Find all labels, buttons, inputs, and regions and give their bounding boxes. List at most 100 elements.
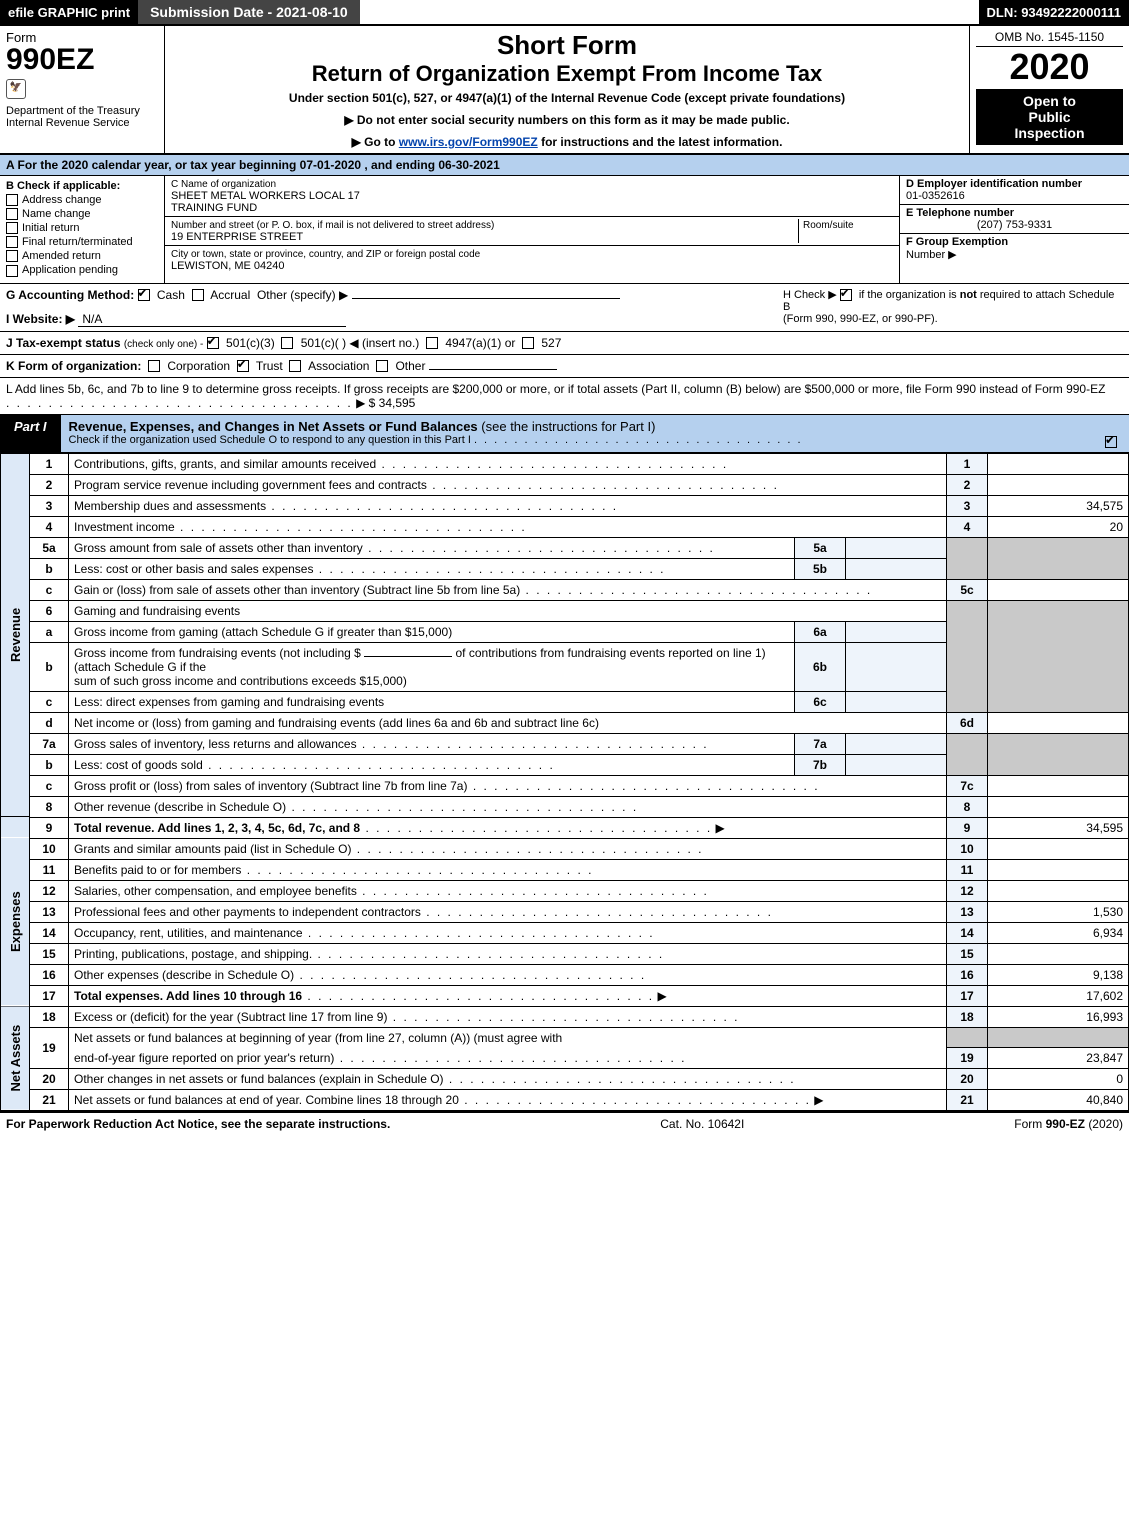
d-ein-label: D Employer identification number — [906, 178, 1082, 190]
line-desc: Salaries, other compensation, and employ… — [69, 880, 947, 901]
j-4947-checkbox[interactable] — [426, 337, 438, 349]
line-val — [988, 712, 1129, 733]
line-desc: Gross sales of inventory, less returns a… — [69, 733, 795, 754]
line-subnum: 7b — [795, 754, 846, 775]
g-other-input[interactable] — [352, 298, 620, 299]
check-final-label: Final return/terminated — [22, 236, 133, 248]
g-cash-checkbox[interactable] — [138, 289, 150, 301]
check-final-return[interactable]: Final return/terminated — [6, 236, 158, 248]
l6b-d1: Gross income from fundraising events (no… — [74, 646, 361, 660]
form-number: 990EZ — [6, 45, 158, 75]
line-rnum: 17 — [947, 985, 988, 1006]
line-num: 8 — [30, 796, 69, 817]
j-501c-checkbox[interactable] — [281, 337, 293, 349]
k-corp-label: Corporation — [167, 359, 230, 373]
k-other-checkbox[interactable] — [376, 360, 388, 372]
line-num: 17 — [30, 985, 69, 1006]
line-desc: Other expenses (describe in Schedule O) — [69, 964, 947, 985]
l-value: 34,595 — [379, 396, 416, 410]
line-desc: Other revenue (describe in Schedule O) — [69, 796, 947, 817]
line-rnum: 14 — [947, 922, 988, 943]
line-num: 14 — [30, 922, 69, 943]
line-num: c — [30, 775, 69, 796]
b-label: B Check if applicable: — [6, 180, 120, 192]
line-desc: Gain or (loss) from sale of assets other… — [69, 579, 947, 600]
check-name-change[interactable]: Name change — [6, 208, 158, 220]
side-expenses-label: Expenses — [1, 838, 30, 1006]
line-subval — [846, 642, 947, 691]
line-rnum: 10 — [947, 838, 988, 859]
city-value: LEWISTON, ME 04240 — [171, 260, 285, 272]
line-subnum: 6a — [795, 621, 846, 642]
irs-form-link[interactable]: www.irs.gov/Form990EZ — [399, 135, 538, 149]
line-num: 9 — [30, 817, 69, 838]
line-desc: Program service revenue including govern… — [69, 474, 947, 495]
check-name-label: Name change — [22, 208, 91, 220]
j-527-checkbox[interactable] — [522, 337, 534, 349]
section-b-checks: B Check if applicable: Address change Na… — [0, 176, 165, 283]
line-rnum-shade — [947, 600, 988, 712]
efile-print-label[interactable]: efile GRAPHIC print — [0, 0, 138, 24]
submission-date-label: Submission Date - 2021-08-10 — [138, 0, 360, 24]
line-rnum: 19 — [947, 1048, 988, 1069]
line-val: 34,595 — [988, 817, 1129, 838]
line-subnum: 6b — [795, 642, 846, 691]
k-other-input[interactable] — [429, 369, 557, 370]
line-val — [988, 838, 1129, 859]
j-501c3-checkbox[interactable] — [207, 337, 219, 349]
part-1-sub-text: Check if the organization used Schedule … — [69, 434, 471, 446]
check-initial-return[interactable]: Initial return — [6, 222, 158, 234]
line-rnum: 8 — [947, 796, 988, 817]
line-num: 4 — [30, 516, 69, 537]
check-address-change[interactable]: Address change — [6, 194, 158, 206]
line-desc-2: end-of-year figure reported on prior yea… — [69, 1048, 947, 1069]
line-desc: Gross profit or (loss) from sales of inv… — [69, 775, 947, 796]
check-amended-return[interactable]: Amended return — [6, 250, 158, 262]
line-rnum: 20 — [947, 1069, 988, 1090]
line-desc: Investment income — [69, 516, 947, 537]
k-corp-checkbox[interactable] — [148, 360, 160, 372]
h-text-4: (Form 990, 990-EZ, or 990-PF). — [783, 313, 938, 325]
k-trust-checkbox[interactable] — [237, 360, 249, 372]
line-rnum: 4 — [947, 516, 988, 537]
top-bar: efile GRAPHIC print Submission Date - 20… — [0, 0, 1129, 26]
line-desc: Net assets or fund balances at beginning… — [69, 1027, 947, 1048]
d-ein-value: 01-0352616 — [906, 190, 965, 202]
line-rnum: 3 — [947, 495, 988, 516]
line-num: 21 — [30, 1090, 69, 1111]
e-phone-value: (207) 753-9331 — [906, 219, 1123, 231]
h-checkbox[interactable] — [840, 289, 852, 301]
line-rnum: 2 — [947, 474, 988, 495]
g-label: G Accounting Method: — [6, 288, 134, 302]
line-desc: Membership dues and assessments — [69, 495, 947, 516]
h-not: not — [960, 289, 977, 301]
line-num: 12 — [30, 880, 69, 901]
open-to-public-badge: Open to Public Inspection — [976, 89, 1123, 145]
line-desc: Contributions, gifts, grants, and simila… — [69, 453, 947, 474]
line-desc: Gaming and fundraising events — [69, 600, 947, 621]
side-net-assets-label: Net Assets — [1, 1006, 30, 1111]
footer-form-pre: Form — [1014, 1117, 1045, 1131]
l6b-amount-input[interactable] — [364, 656, 452, 657]
check-pending-label: Application pending — [22, 264, 118, 276]
line-num: b — [30, 558, 69, 579]
line-num: c — [30, 691, 69, 712]
line-rnum-shade — [947, 537, 988, 579]
line-desc: Professional fees and other payments to … — [69, 901, 947, 922]
k-assoc-checkbox[interactable] — [289, 360, 301, 372]
line-num: 19 — [30, 1027, 69, 1069]
line-num: a — [30, 621, 69, 642]
dept-treasury: Department of the Treasury — [6, 105, 140, 117]
g-other-label: Other (specify) ▶ — [257, 288, 348, 302]
part-1-schedule-o-checkbox[interactable] — [1105, 436, 1117, 448]
g-accrual-checkbox[interactable] — [192, 289, 204, 301]
f-group-label: F Group Exemption — [906, 236, 1008, 248]
open-to-2: Public — [1028, 109, 1070, 125]
j-501c-label: 501(c)( ) ◀ (insert no.) — [301, 336, 420, 350]
instr-no-ssn: ▶ Do not enter social security numbers o… — [175, 113, 959, 127]
street-value: 19 ENTERPRISE STREET — [171, 231, 303, 243]
line-num: c — [30, 579, 69, 600]
line-val — [988, 796, 1129, 817]
j-4947-label: 4947(a)(1) or — [445, 336, 515, 350]
check-application-pending[interactable]: Application pending — [6, 264, 158, 276]
